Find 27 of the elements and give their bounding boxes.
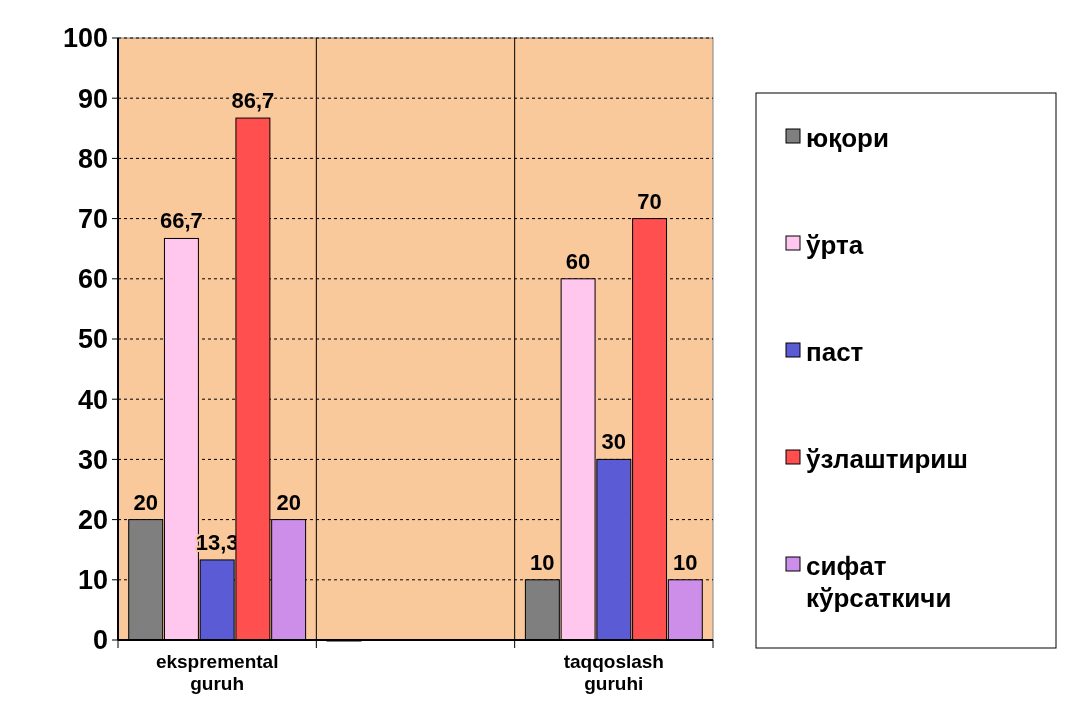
data-label: 66,7 <box>160 208 203 234</box>
data-label: 20 <box>133 489 158 515</box>
legend-label: ўрта <box>806 230 864 261</box>
y-tick-label: 0 <box>92 625 108 656</box>
y-tick-label: 80 <box>77 143 108 174</box>
data-label: 86,7 <box>231 88 275 114</box>
legend-label: паст <box>806 337 864 368</box>
data-label: 60 <box>565 248 591 274</box>
data-label: 70 <box>637 188 662 214</box>
y-tick-label: 50 <box>77 324 108 355</box>
y-tick-label: 20 <box>77 505 108 536</box>
x-tick-label: ekspremental guruh <box>155 651 279 694</box>
y-tick-label: 70 <box>77 204 108 235</box>
y-tick-label: 90 <box>77 83 108 114</box>
data-label: 10 <box>673 549 698 575</box>
y-tick-label: 10 <box>77 565 108 596</box>
legend-label: ўзлаштириш <box>806 444 968 475</box>
y-tick-label: 40 <box>77 384 108 415</box>
data-label: 10 <box>530 549 555 575</box>
y-tick-label: 100 <box>62 23 108 54</box>
legend-label: юқори <box>806 123 889 154</box>
y-tick-label: 60 <box>77 264 108 295</box>
y-tick-label: 30 <box>77 444 108 475</box>
x-tick-label: taqqoslash guruhi <box>563 651 664 694</box>
data-label: 20 <box>276 489 301 515</box>
data-label: 30 <box>601 429 627 455</box>
legend-label: сифат кўрсаткичи <box>806 551 952 614</box>
